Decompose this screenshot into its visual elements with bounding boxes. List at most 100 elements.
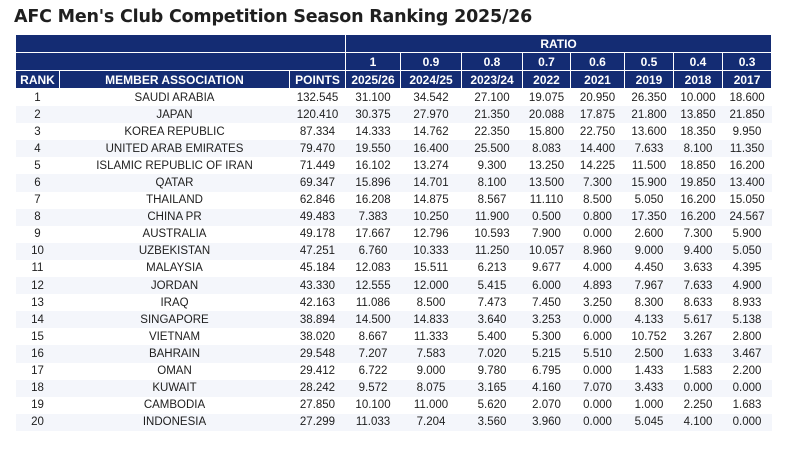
header-blank [14, 34, 347, 53]
points-cell: 132.545 [289, 88, 346, 107]
season-value-cell: 9.000 [624, 242, 674, 260]
season-value-cell: 22.350 [461, 123, 523, 141]
season-column-header: 2023/24 [461, 70, 524, 89]
season-value-cell: 7.900 [522, 225, 571, 243]
season-value-cell: 8.633 [673, 294, 723, 312]
points-cell: 27.299 [289, 413, 346, 431]
season-value-cell: 4.395 [722, 259, 772, 278]
season-value-cell: 5.045 [624, 413, 674, 431]
season-value-cell: 0.000 [570, 311, 625, 329]
season-value-cell: 10.000 [673, 88, 723, 107]
season-value-cell: 7.633 [673, 277, 723, 295]
ratio-header: RATIO [345, 34, 773, 53]
association-cell: CAMBODIA [59, 396, 290, 414]
season-value-cell: 11.500 [624, 157, 674, 175]
season-value-cell: 1.000 [624, 396, 674, 414]
association-column-header: MEMBER ASSOCIATION [59, 70, 290, 89]
season-value-cell: 20.950 [570, 88, 625, 107]
rank-cell: 17 [15, 362, 60, 380]
season-value-cell: 8.300 [624, 294, 674, 312]
season-value-cell: 10.100 [345, 396, 401, 414]
table-row: 13 IRAQ 42.163 11.086 8.500 7.473 7.450 3.250 8.… [15, 294, 772, 312]
season-value-cell: 5.900 [722, 225, 772, 243]
season-value-cell: 6.000 [522, 277, 571, 295]
season-value-cell: 13.850 [673, 106, 723, 124]
season-column-header: 2018 [673, 70, 724, 89]
season-value-cell: 4.900 [722, 277, 772, 295]
season-column-header: 2024/25 [400, 70, 463, 89]
points-cell: 45.184 [289, 259, 346, 278]
season-value-cell: 5.510 [570, 345, 625, 363]
season-value-cell: 8.083 [522, 140, 571, 158]
season-value-cell: 27.100 [461, 88, 523, 107]
ranking-table: RATIO 1 0.9 0.8 0.7 0.6 0.5 0.4 0.3 RANK… [14, 34, 773, 431]
season-value-cell: 10.333 [400, 242, 462, 260]
rank-cell: 11 [15, 259, 60, 278]
season-value-cell: 14.333 [345, 123, 401, 141]
table-row: 8 CHINA PR 49.483 7.383 10.250 11.900 0.500 0.8… [15, 208, 772, 226]
points-cell: 49.483 [289, 208, 346, 226]
season-value-cell: 7.207 [345, 345, 401, 363]
season-value-cell: 5.138 [722, 311, 772, 329]
season-column-header: 2017 [722, 70, 773, 89]
points-cell: 47.251 [289, 242, 346, 260]
season-value-cell: 15.800 [522, 123, 571, 141]
rank-cell: 15 [15, 328, 60, 346]
season-value-cell: 9.300 [461, 157, 523, 175]
table-row: 14 SINGAPORE 38.894 14.500 14.833 3.640 3.253 0… [15, 311, 772, 329]
rank-cell: 4 [15, 140, 60, 158]
season-value-cell: 3.640 [461, 311, 523, 329]
season-value-cell: 15.050 [722, 191, 772, 209]
points-cell: 79.470 [289, 140, 346, 158]
season-value-cell: 11.033 [345, 413, 401, 431]
season-value-cell: 8.567 [461, 191, 523, 209]
season-value-cell: 5.617 [673, 311, 723, 329]
rank-cell: 8 [15, 208, 60, 226]
season-value-cell: 5.620 [461, 396, 523, 414]
ratio-cell: 0.5 [624, 52, 675, 71]
season-value-cell: 16.200 [722, 157, 772, 175]
ratio-cell: 1 [345, 52, 402, 71]
season-value-cell: 16.102 [345, 157, 401, 175]
season-value-cell: 10.057 [522, 242, 571, 260]
season-value-cell: 9.950 [722, 123, 772, 141]
rank-cell: 18 [15, 379, 60, 397]
points-cell: 62.846 [289, 191, 346, 209]
season-value-cell: 20.088 [522, 106, 571, 124]
season-value-cell: 9.572 [345, 379, 401, 397]
season-value-cell: 13.400 [722, 174, 772, 192]
season-value-cell: 0.000 [570, 362, 625, 380]
points-cell: 27.850 [289, 396, 346, 414]
season-value-cell: 11.333 [400, 328, 462, 346]
season-value-cell: 19.850 [673, 174, 723, 192]
rank-cell: 2 [15, 106, 60, 124]
season-value-cell: 27.970 [400, 106, 462, 124]
association-cell: UNITED ARAB EMIRATES [59, 140, 290, 158]
season-value-cell: 18.350 [673, 123, 723, 141]
season-value-cell: 15.511 [400, 259, 462, 278]
season-value-cell: 14.225 [570, 157, 625, 175]
season-value-cell: 8.075 [400, 379, 462, 397]
season-value-cell: 7.473 [461, 294, 523, 312]
association-cell: ISLAMIC REPUBLIC OF IRAN [59, 157, 290, 175]
rank-cell: 6 [15, 174, 60, 192]
season-value-cell: 7.633 [624, 140, 674, 158]
points-cell: 69.347 [289, 174, 346, 192]
table-row: 1 SAUDI ARABIA 132.545 31.100 34.542 27.100 19… [15, 88, 772, 107]
association-cell: KUWAIT [59, 379, 290, 397]
rank-cell: 19 [15, 396, 60, 414]
table-row: 16 BAHRAIN 29.548 7.207 7.583 7.020 5.215 5.510… [15, 345, 772, 363]
association-cell: MALAYSIA [59, 259, 290, 278]
season-value-cell: 8.960 [570, 242, 625, 260]
season-value-cell: 15.900 [624, 174, 674, 192]
points-cell: 29.412 [289, 362, 346, 380]
points-cell: 42.163 [289, 294, 346, 312]
table-row: 2 JAPAN 120.410 30.375 27.970 21.350 20.088 17.… [15, 106, 772, 124]
season-value-cell: 13.600 [624, 123, 674, 141]
table-header: RATIO 1 0.9 0.8 0.7 0.6 0.5 0.4 0.3 RANK… [14, 34, 773, 89]
ratio-cell: 0.7 [522, 52, 572, 71]
season-value-cell: 4.100 [673, 413, 723, 431]
association-cell: IRAQ [59, 294, 290, 312]
table-row: 4 UNITED ARAB EMIRATES 79.470 19.550 16.400 2… [15, 140, 772, 158]
season-value-cell: 2.250 [673, 396, 723, 414]
